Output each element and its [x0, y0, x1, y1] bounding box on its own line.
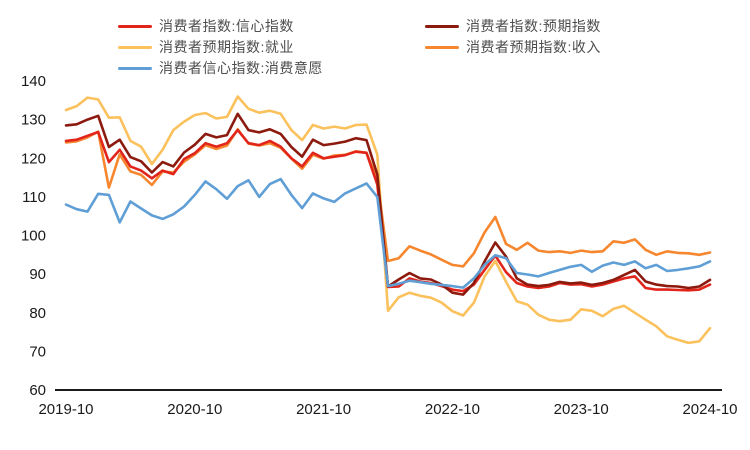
legend-label: 消费者预期指数:收入: [466, 39, 601, 55]
y-axis-tick-label: 120: [21, 150, 46, 167]
legend-swatch-icon: [118, 24, 152, 28]
legend-label: 消费者预期指数:就业: [159, 39, 294, 55]
legend-label: 消费者指数:信心指数: [159, 18, 294, 34]
y-axis-tick-label: 70: [29, 343, 46, 360]
y-axis-tick-label: 110: [22, 189, 46, 206]
legend-item-1: 消费者指数:预期指数: [425, 16, 601, 36]
x-axis-tick-label: 2021-10: [296, 401, 351, 418]
legend-swatch-icon: [425, 24, 459, 28]
chart-legend: 消费者指数:信心指数 消费者指数:预期指数消费者预期指数:就业 消费者预期指数:收入…: [0, 0, 750, 80]
x-axis-tick-label: 2019-10: [38, 401, 93, 418]
x-axis-tick-label: 2022-10: [425, 401, 480, 418]
y-axis-tick-label: 60: [29, 382, 46, 399]
y-axis-tick-label: 80: [29, 305, 46, 322]
x-axis-tick-label: 2023-10: [554, 401, 609, 418]
x-axis-tick-label: 2024-10: [682, 401, 737, 418]
legend-swatch-icon: [118, 66, 152, 70]
legend-item-3: 消费者预期指数:收入: [425, 37, 601, 57]
legend-item-0: 消费者指数:信心指数: [118, 16, 294, 36]
legend-label: 消费者指数:预期指数: [466, 18, 601, 34]
legend-swatch-icon: [425, 45, 459, 49]
series-line-2: [64, 95, 712, 345]
y-axis-tick-label: 130: [21, 112, 46, 129]
y-axis-tick-label: 90: [29, 266, 46, 283]
legend-item-4: 消费者信心指数:消费意愿: [118, 58, 323, 78]
x-axis-tick-label: 2020-10: [167, 401, 222, 418]
legend-swatch-icon: [118, 45, 152, 49]
legend-item-2: 消费者预期指数:就业: [118, 37, 294, 57]
series-line-0: [64, 128, 712, 293]
series-line-4: [64, 177, 712, 289]
y-axis-tick-label: 140: [21, 73, 46, 90]
series-line-1: [64, 112, 712, 296]
y-axis-tick-label: 100: [21, 228, 46, 245]
legend-label: 消费者信心指数:消费意愿: [159, 60, 323, 76]
